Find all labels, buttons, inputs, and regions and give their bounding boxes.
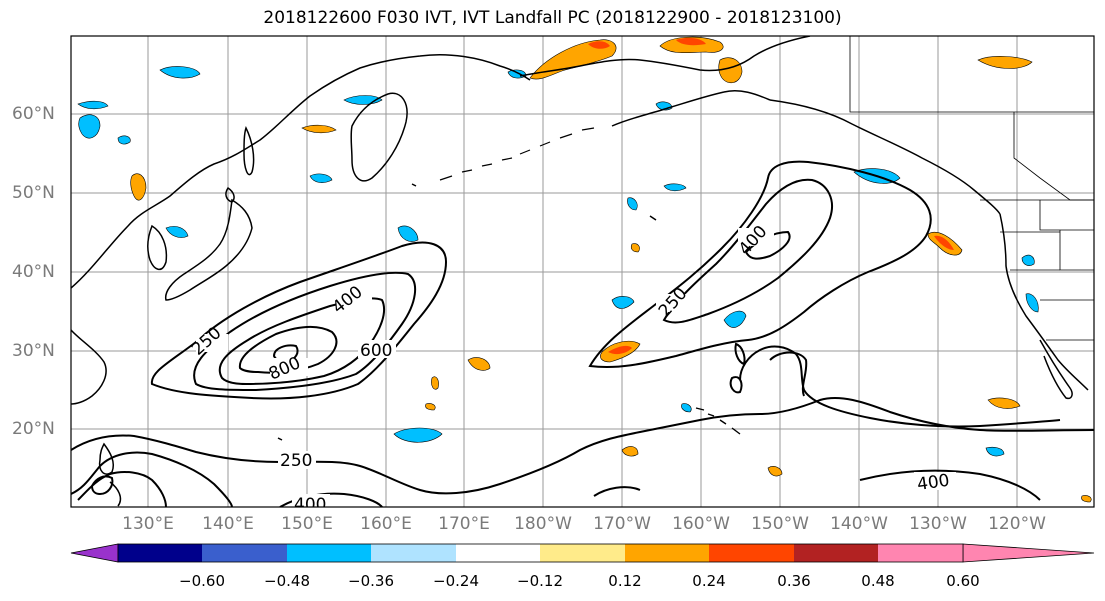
coastlines xyxy=(71,36,1089,507)
colorbar-tick: −0.24 xyxy=(433,572,479,590)
lon-label: 150°E xyxy=(281,514,333,534)
lon-label: 130°E xyxy=(122,514,174,534)
map-title: 2018122600 F030 IVT, IVT Landfall PC (20… xyxy=(263,8,842,28)
lon-label: 130°W xyxy=(909,514,967,534)
contour-label: 250 xyxy=(280,451,312,471)
contour-label: 400 xyxy=(916,471,951,495)
lat-label: 30°N xyxy=(12,341,55,361)
colorbar-tick: −0.48 xyxy=(264,572,310,590)
lon-label: 140°W xyxy=(830,514,888,534)
colorbar-segment xyxy=(456,544,540,562)
lat-label: 20°N xyxy=(12,419,55,439)
contour-label: 400 xyxy=(294,495,326,515)
lon-label: 150°W xyxy=(751,514,809,534)
borders xyxy=(849,36,1094,341)
positive-pc-shading xyxy=(130,36,1092,503)
colorbar-tick: 0.12 xyxy=(608,572,642,590)
colorbar-extend-min xyxy=(70,543,119,563)
colorbar-segment xyxy=(202,544,287,562)
lon-label: 120°W xyxy=(988,514,1046,534)
colorbar-tick: −0.36 xyxy=(348,572,394,590)
colorbar-tick: 0.36 xyxy=(777,572,811,590)
graticule xyxy=(71,36,1094,507)
colorbar-tick: 0.60 xyxy=(946,572,980,590)
colorbar-segment xyxy=(540,544,625,562)
colorbar-tick: −0.60 xyxy=(179,572,225,590)
colorbar-tick: 0.48 xyxy=(861,572,895,590)
lon-label: 160°W xyxy=(672,514,730,534)
lat-label: 60°N xyxy=(12,104,55,124)
ivt-contours xyxy=(71,160,1094,507)
lon-label: 140°E xyxy=(202,514,254,534)
colorbar-segment xyxy=(878,544,963,562)
lat-label: 50°N xyxy=(12,183,55,203)
colorbar-segment xyxy=(371,544,456,562)
lon-label: 160°E xyxy=(360,514,412,534)
lon-label: 170°W xyxy=(593,514,651,534)
lon-label: 170°E xyxy=(438,514,490,534)
colorbar-extend-max xyxy=(962,543,1095,563)
lon-label: 180°W xyxy=(514,514,572,534)
colorbar-segment xyxy=(709,544,794,562)
contour-label: 600 xyxy=(360,341,392,361)
lat-label: 40°N xyxy=(12,262,55,282)
colorbar-segment xyxy=(287,544,371,562)
colorbar-segment xyxy=(118,544,202,562)
colorbar-segment xyxy=(625,544,709,562)
colorbar-segment xyxy=(794,544,878,562)
map-frame xyxy=(70,35,1095,508)
colorbar-tick: 0.24 xyxy=(692,572,726,590)
colorbar-tick: −0.12 xyxy=(517,572,563,590)
